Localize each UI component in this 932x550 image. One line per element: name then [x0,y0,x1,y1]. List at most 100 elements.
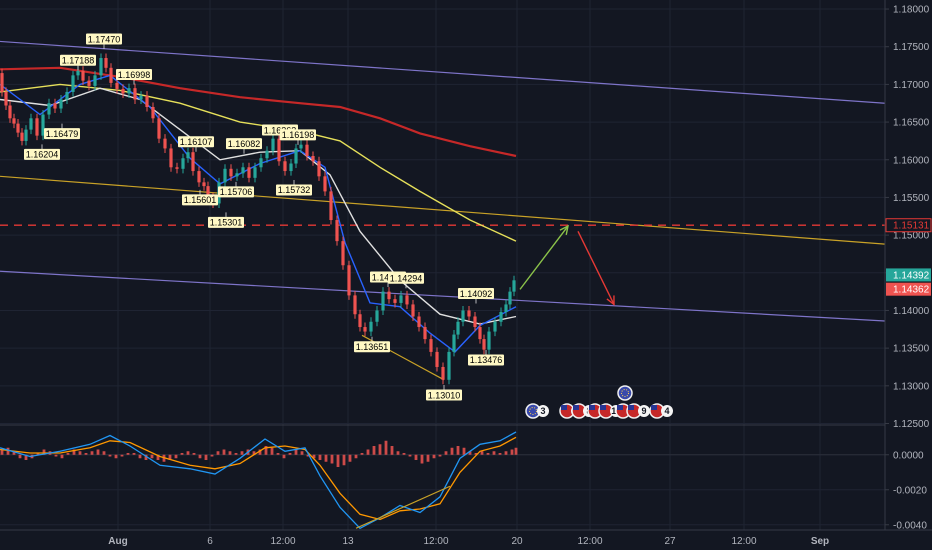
macd-histogram-bar [12,451,16,455]
trend-line[interactable] [0,175,886,245]
macd-histogram-bar [306,454,310,457]
event-badge[interactable]: 3 [525,403,549,419]
macd-histogram-bar [426,454,430,462]
forecast-arrow[interactable] [519,225,569,290]
channel-line[interactable] [0,270,886,322]
pivot-label: 1.13476 [470,355,503,365]
macd-histogram-bar [138,454,142,459]
price-tag-label: 1.14362 [893,285,930,296]
price-panel[interactable]: 1.17470 1.17188 1.16998 1.16479 1.16204 1.161… [0,33,886,419]
macd-histogram-bar [330,454,334,464]
candle-body [375,310,379,322]
price-tag-label: 1.15131 [893,221,930,232]
candle-body [99,58,103,76]
macd-histogram-bar [0,449,4,455]
macd-histogram-bar [514,447,518,455]
candle-body [429,339,433,352]
macd-histogram-bar [180,453,184,455]
macd-panel[interactable] [0,424,932,530]
candle-body [294,148,298,164]
macd-axis-label: 0.0000 [893,450,924,461]
macd-histogram-bar [222,449,226,455]
candle-body [277,138,281,162]
pivot-label: 1.16204 [26,150,59,160]
macd-signal-line[interactable] [0,436,517,521]
candle-body [81,70,85,81]
macd-histogram-bar [462,447,466,455]
candle-body [265,150,269,159]
candle-body [29,118,33,130]
event-badge[interactable]: 9 [626,403,650,419]
candle-body [139,95,143,100]
flag-canton [600,405,606,410]
candle-body [452,334,456,352]
forecast-arrow[interactable] [577,231,615,305]
candle-body [482,339,486,350]
macd-histogram-bar [240,451,244,455]
macd-line[interactable] [0,431,517,530]
macd-histogram-bar [510,449,514,455]
event-badge[interactable] [617,385,633,401]
time-axis-label: 20 [511,536,523,547]
macd-histogram-bar [234,453,238,455]
pivot-label-box [44,128,80,140]
candle-body [41,114,45,136]
candle-body [473,316,477,328]
macd-histogram-bar [360,453,364,455]
macd-divergence-line[interactable] [355,485,451,529]
time-axis-label: 6 [207,536,213,547]
candle-body [341,241,345,266]
pivot-label-box [182,194,218,206]
macd-histogram-bar [132,453,136,455]
pivot-label-box [354,341,390,353]
pivot-label: 1.15601 [184,195,217,205]
price-tag-box [886,282,931,296]
macd-histogram-bar [486,453,490,455]
forecast-arrow-head [559,224,569,236]
candle-body [235,173,239,177]
macd-histogram-bar [372,446,376,455]
event-badge[interactable]: 4 [649,403,673,419]
candle-body [247,167,251,178]
price-tag-label: 1.14392 [893,270,930,281]
macd-histogram-bar [288,453,292,455]
candle-body [104,58,108,68]
flag-canton [651,405,657,410]
candle-body [4,91,8,106]
macd-histogram-bar [156,454,160,460]
candle-body [271,138,275,151]
candle-body [8,105,12,119]
macd-histogram-bar [120,454,124,457]
candle-body [467,310,471,317]
candle-body [387,291,391,300]
candle-body [353,295,357,315]
macd-histogram-bar [294,449,298,455]
candle-body [163,138,167,149]
macd-histogram-bar [216,451,220,455]
candle-body [417,316,421,328]
moving-average-line[interactable] [0,74,517,353]
pivot-label-box [388,272,424,284]
candle-body [24,129,28,141]
macd-histogram-bar [144,454,148,460]
candle-body [478,327,482,340]
candle-body [405,295,409,305]
macd-histogram-bar [318,454,322,460]
candle-body [53,103,57,109]
channel-line[interactable] [0,40,886,104]
macd-histogram-bar [480,451,484,455]
pivot-label: 1.13010 [428,390,461,400]
pivot-label-box [86,33,122,45]
price-axis-label: 1.16000 [893,155,930,166]
macd-histogram-bar [210,454,214,457]
candle-body [109,67,113,83]
pivot-label: 1.16479 [46,129,79,139]
macd-histogram-bar [504,451,508,455]
macd-histogram-bar [492,451,496,455]
pivot-label-box [226,138,262,150]
price-axis-label: 1.12500 [893,419,930,430]
pivot-label-box [218,186,254,198]
price-axis-label: 1.18000 [893,5,930,16]
